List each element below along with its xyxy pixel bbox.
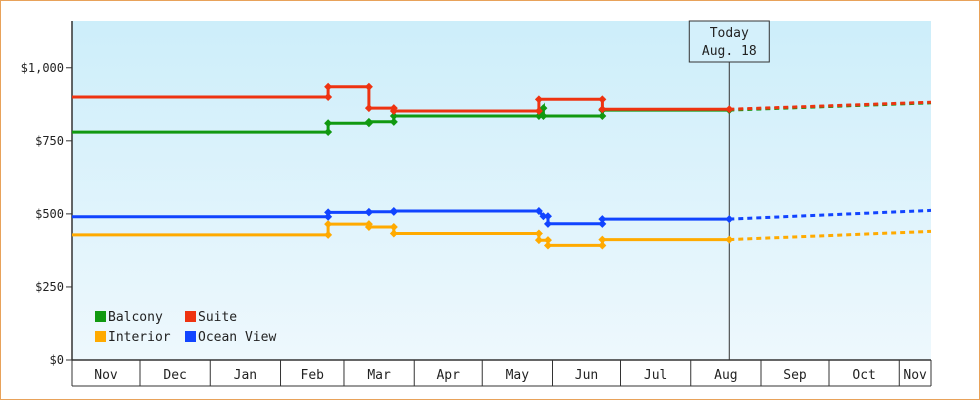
data-point[interactable]: [598, 235, 607, 244]
legend-label: Suite: [198, 310, 237, 325]
legend-label: Interior: [108, 330, 171, 345]
data-point[interactable]: [389, 117, 398, 126]
legend: Balcony Suite Interior Ocean View: [95, 310, 276, 345]
data-point[interactable]: [364, 117, 373, 126]
x-month-label: Jan: [234, 368, 257, 383]
x-axis: Nov Dec Jan Feb Mar Apr May Jun Jul Aug Sep Oct Nov: [71, 359, 932, 387]
data-point[interactable]: [598, 215, 607, 224]
legend-swatch: [185, 311, 196, 322]
data-point[interactable]: [534, 229, 543, 238]
x-month-label: May: [506, 368, 530, 383]
data-point[interactable]: [543, 219, 552, 228]
data-point[interactable]: [534, 95, 543, 104]
data-point[interactable]: [389, 111, 398, 120]
x-month-label: Nov: [903, 368, 927, 383]
data-point[interactable]: [539, 111, 548, 120]
x-month-label: Sep: [783, 368, 807, 383]
series-forecast-line: [729, 100, 932, 111]
data-point[interactable]: [598, 219, 607, 228]
x-month-label: Dec: [163, 368, 186, 383]
data-point[interactable]: [364, 207, 373, 216]
y-tick-label: $500: [35, 207, 64, 221]
data-point[interactable]: [324, 230, 333, 239]
data-point[interactable]: [364, 223, 373, 232]
series-layer: [72, 82, 932, 250]
data-point[interactable]: [725, 105, 734, 114]
data-point[interactable]: [543, 236, 552, 245]
data-point[interactable]: [539, 212, 548, 221]
plot-background: [72, 21, 931, 360]
today-marker: Today Aug. 18: [688, 20, 770, 360]
data-point[interactable]: [598, 105, 607, 114]
data-point[interactable]: [389, 223, 398, 232]
series-line: [72, 209, 730, 226]
series-line: [72, 222, 730, 247]
legend-swatch: [185, 331, 196, 342]
data-point[interactable]: [324, 82, 333, 91]
y-tick-label: $1,000: [21, 61, 64, 75]
x-month-label: Nov: [94, 368, 118, 383]
legend-label: Balcony: [108, 310, 163, 325]
data-point[interactable]: [543, 241, 552, 250]
x-month-label: Aug: [714, 368, 737, 383]
x-month-label: Feb: [301, 368, 325, 383]
data-point[interactable]: [534, 236, 543, 245]
data-point[interactable]: [389, 107, 398, 116]
x-month-label: Jul: [644, 368, 667, 383]
data-point[interactable]: [534, 206, 543, 215]
data-point[interactable]: [364, 104, 373, 113]
data-point[interactable]: [324, 119, 333, 128]
data-point[interactable]: [324, 212, 333, 221]
series-ocean-view: [72, 206, 932, 228]
x-month-label: Mar: [367, 368, 391, 383]
x-month-label: Jun: [575, 368, 598, 383]
series-suite: [72, 82, 932, 116]
data-point[interactable]: [324, 128, 333, 137]
y-tick-label: $750: [35, 134, 64, 148]
data-point[interactable]: [389, 206, 398, 215]
data-point[interactable]: [543, 212, 552, 221]
data-point[interactable]: [324, 92, 333, 101]
legend-swatch: [95, 331, 106, 342]
data-point[interactable]: [364, 82, 373, 91]
data-point[interactable]: [324, 220, 333, 229]
x-month-label: Oct: [852, 368, 875, 383]
series-forecast-line: [729, 208, 932, 221]
data-point[interactable]: [725, 235, 734, 244]
series-interior: [72, 220, 932, 250]
series-forecast-line: [729, 229, 932, 242]
data-point[interactable]: [725, 215, 734, 224]
data-point[interactable]: [598, 95, 607, 104]
data-point[interactable]: [534, 111, 543, 120]
y-axis: $0 $250 $500 $750 $1,000: [21, 21, 73, 367]
data-point[interactable]: [598, 241, 607, 250]
legend-label: Ocean View: [198, 330, 276, 345]
x-month-label: Apr: [436, 368, 460, 383]
legend-swatch: [95, 311, 106, 322]
data-point[interactable]: [534, 107, 543, 116]
data-point[interactable]: [598, 111, 607, 120]
today-callout-box: [688, 20, 770, 63]
today-label: Today: [710, 26, 749, 41]
y-tick-label: $0: [50, 353, 64, 367]
y-tick-label: $250: [35, 280, 64, 294]
data-point[interactable]: [389, 229, 398, 238]
today-date-label: Aug. 18: [702, 44, 757, 59]
data-point[interactable]: [324, 208, 333, 217]
